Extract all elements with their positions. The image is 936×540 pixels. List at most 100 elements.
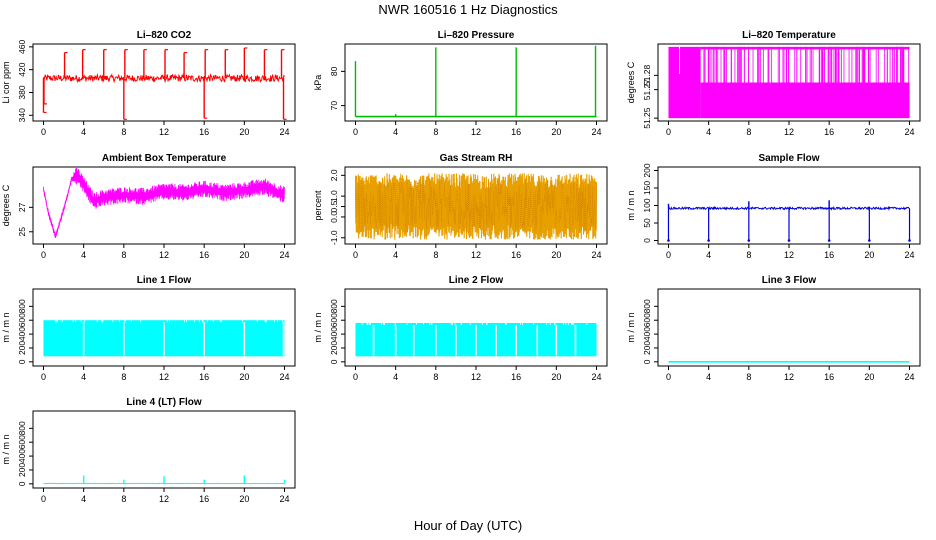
figure-xlabel: Hour of Day (UTC)	[413, 518, 523, 533]
ytick-label-li_temp-2: 51.28	[642, 64, 652, 86]
frame-pressure	[344, 43, 608, 122]
panel-title-li_temp: Li–820 Temperature	[742, 30, 836, 41]
ytick-label-line1-2: 400	[17, 327, 27, 341]
ytick-label-sample_flow-0: 0	[642, 238, 652, 243]
panel-pressure: Li–820 Pressure kPa 0 4 8 12 16 20 24 70 80	[313, 30, 608, 137]
panel-ylabel-line2: m / m n	[313, 312, 323, 342]
series-box_temp	[43, 168, 285, 238]
xtick-label-pressure-5: 20	[551, 127, 561, 137]
panel-title-box_temp: Ambient Box Temperature	[102, 153, 227, 164]
series-line2	[355, 321, 597, 357]
band-early-li_temp	[668, 46, 701, 119]
xtick-label-sample_flow-2: 8	[746, 250, 751, 260]
dip-point-sample_flow-1	[707, 239, 710, 242]
panel-title-rh: Gas Stream RH	[440, 153, 513, 164]
panel-ylabel-li_temp: degrees C	[626, 61, 636, 103]
panel-ylabel-line3: m / m n	[626, 312, 636, 342]
xtick-label-line1-4: 16	[199, 372, 209, 382]
ytick-label-pressure-0: 70	[329, 101, 339, 111]
xtick-label-line2-1: 4	[393, 372, 398, 382]
series-points-rh	[355, 179, 597, 234]
ytick-label-pressure-1: 80	[329, 66, 339, 76]
ytick-label-line2-2: 400	[329, 327, 339, 341]
ytick-label-line2-4: 800	[329, 299, 339, 313]
xtick-label-pressure-0: 0	[353, 127, 358, 137]
xtick-label-box_temp-4: 16	[199, 250, 209, 260]
xtick-label-line3-3: 12	[784, 372, 794, 382]
ytick-label-line4-1: 200	[17, 463, 27, 477]
panel-sample_flow: Sample Flow m / m n 0 4 8 12 16 20 24 0 50 100 150 20…	[626, 153, 921, 260]
ytick-label-line1-0: 0	[17, 359, 27, 364]
dip-point-sample_flow-6	[908, 239, 911, 242]
panel-ylabel-rh: percent	[313, 190, 323, 221]
xtick-label-box_temp-5: 20	[239, 250, 249, 260]
xtick-label-line1-2: 8	[121, 372, 126, 382]
xtick-label-pressure-2: 8	[433, 127, 438, 137]
ytick-label-rh-3: 1.0	[329, 190, 339, 202]
xtick-label-line3-5: 20	[864, 372, 874, 382]
ytick-label-sample_flow-1: 50	[642, 218, 652, 228]
ytick-label-li_temp-1: 51.27	[642, 79, 652, 101]
series-sample_flow	[667, 200, 911, 242]
panel-ylabel-sample_flow: m / m n	[626, 190, 636, 220]
ytick-label-line2-1: 200	[329, 341, 339, 355]
panel-title-line4: Line 4 (LT) Flow	[126, 397, 202, 408]
panel-ylabel-box_temp: degrees C	[1, 184, 11, 226]
panel-line3: Line 3 Flow m / m n 0 4 8 12 16 20 24 0 2004006008…	[626, 275, 921, 382]
xtick-label-li_temp-2: 8	[746, 127, 751, 137]
xtick-label-sample_flow-6: 24	[905, 250, 915, 260]
ytick-label-line2-3: 600	[329, 313, 339, 327]
xtick-label-li_temp-5: 20	[864, 127, 874, 137]
panel-title-sample_flow: Sample Flow	[758, 153, 819, 164]
xtick-label-line1-1: 4	[81, 372, 86, 382]
xtick-label-line1-3: 12	[159, 372, 169, 382]
xtick-label-pressure-1: 4	[393, 127, 398, 137]
dip-point-sample_flow-4	[827, 239, 831, 242]
panel-ylabel-line1: m / m n	[1, 312, 11, 342]
xtick-label-line2-4: 16	[511, 372, 521, 382]
panel-ylabel-co2: Li cor ppm	[1, 61, 11, 103]
ytick-label-sample_flow-3: 150	[642, 181, 652, 195]
ytick-label-line4-3: 600	[17, 435, 27, 449]
panel-ylabel-pressure: kPa	[313, 75, 323, 91]
xtick-label-line3-6: 24	[905, 372, 915, 382]
xtick-label-line1-0: 0	[41, 372, 46, 382]
panel-ylabel-line4: m / m n	[1, 434, 11, 464]
xtick-label-pressure-3: 12	[471, 127, 481, 137]
series-line4	[43, 475, 286, 485]
series-co2	[42, 47, 287, 120]
xtick-label-line4-2: 8	[121, 494, 126, 504]
series-line1	[43, 319, 285, 357]
panel-title-line1: Line 1 Flow	[137, 275, 192, 286]
panel-rh: Gas Stream RH percent 0 4 8 12 16 20 24 -1.0 0.00.…	[313, 153, 608, 260]
xtick-label-sample_flow-5: 20	[864, 250, 874, 260]
ytick-label-li_temp-0: 51.25	[642, 107, 652, 129]
xtick-label-line3-2: 8	[746, 372, 751, 382]
ytick-label-line3-0: 0	[642, 359, 652, 364]
ytick-label-line3-2: 400	[642, 327, 652, 341]
ytick-label-rh-2: 0.5	[329, 200, 339, 212]
panel-title-co2: Li–820 CO2	[137, 30, 192, 41]
xtick-label-line2-0: 0	[353, 372, 358, 382]
panel-line1: Line 1 Flow m / m n 0 4 8 12 16 20 24 0 2004006008…	[1, 275, 296, 382]
frame-co2	[32, 43, 296, 122]
ytick-label-line2-0: 0	[329, 359, 339, 364]
xtick-label-rh-4: 16	[511, 250, 521, 260]
series-line-rh	[354, 173, 598, 240]
ytick-label-line1-3: 600	[17, 313, 27, 327]
xtick-label-line2-6: 24	[592, 372, 602, 382]
series-rh	[354, 173, 598, 240]
xtick-label-co2-5: 20	[239, 127, 249, 137]
series-pressure	[354, 45, 597, 118]
series-li_temp	[668, 46, 910, 119]
ytick-label-line4-0: 0	[17, 481, 27, 486]
ytick-label-sample_flow-2: 100	[642, 198, 652, 212]
xtick-label-line2-3: 12	[471, 372, 481, 382]
xtick-label-pressure-6: 24	[592, 127, 602, 137]
xtick-label-pressure-4: 16	[511, 127, 521, 137]
xtick-label-line3-1: 4	[706, 372, 711, 382]
figure-title: NWR 160516 1 Hz Diagnostics	[378, 2, 558, 17]
series-line-co2	[43, 72, 285, 84]
xtick-label-line3-0: 0	[666, 372, 671, 382]
xtick-label-line3-4: 16	[824, 372, 834, 382]
